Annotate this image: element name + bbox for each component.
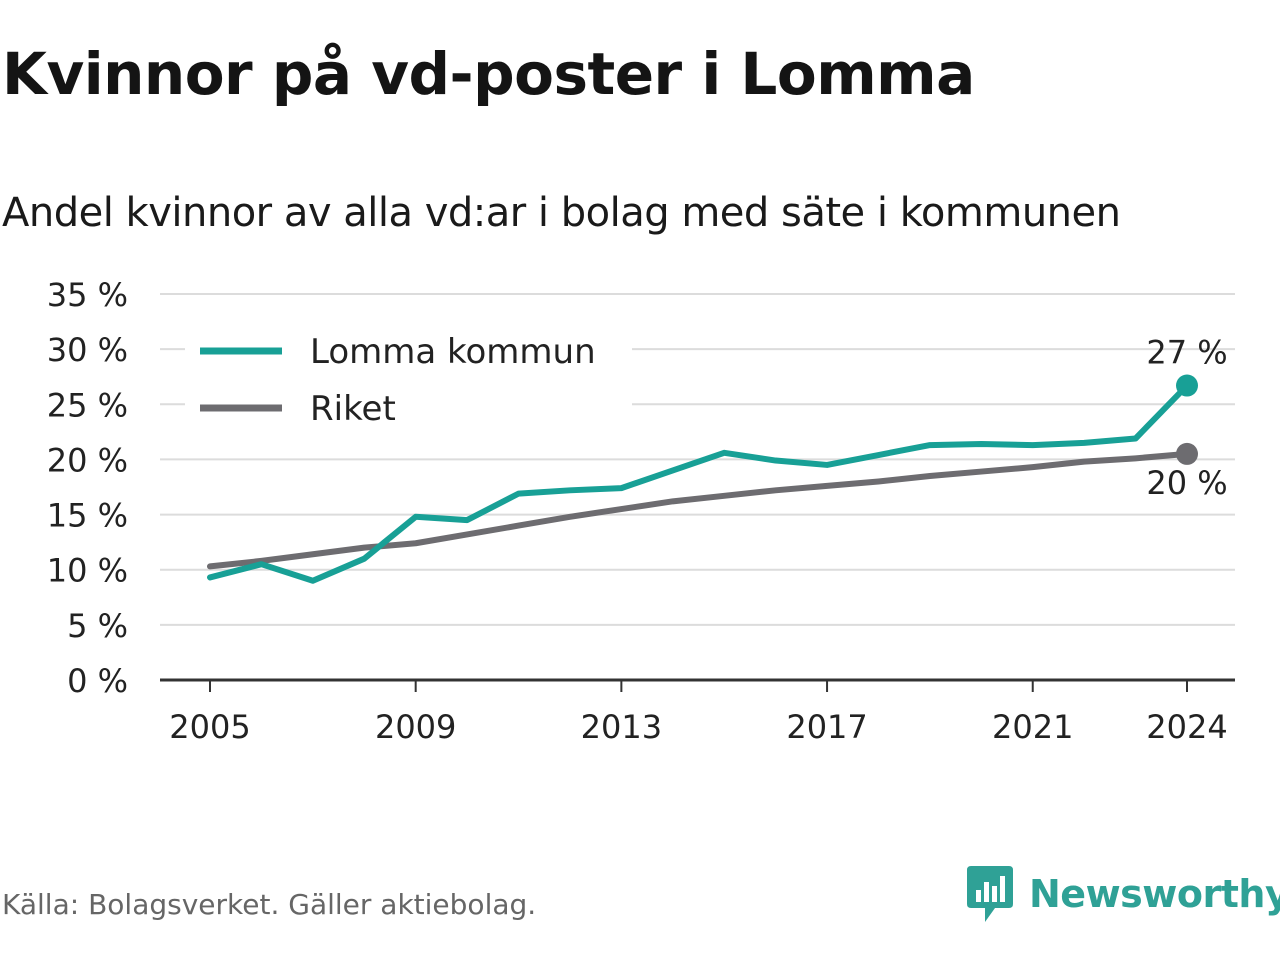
y-tick-label: 5 %: [67, 607, 128, 645]
legend-label: Lomma kommun: [310, 332, 596, 372]
x-tick-label: 2021: [992, 708, 1073, 746]
newsworthy-logo-icon: [967, 866, 1013, 922]
line-chart: 0 %5 %10 %15 %20 %25 %30 %35 % 2005 2009 2…: [47, 276, 1235, 746]
x-axis-ticks: 2005 2009 2013 2017 2021 2024: [169, 680, 1228, 746]
brand-name: Newsworthy: [1029, 872, 1280, 916]
series-end-markers: 27 % 20 %: [1146, 334, 1227, 502]
series-line-lomma-kommun: [207, 382, 1190, 584]
legend-label: Riket: [310, 389, 396, 429]
x-tick-label: 2009: [375, 708, 456, 746]
legend: Lomma kommun Riket: [200, 332, 596, 429]
y-tick-label: 35 %: [47, 276, 128, 314]
source-note: Källa: Bolagsverket. Gäller aktiebolag.: [2, 888, 537, 921]
brand-logo: Newsworthy: [965, 864, 1280, 924]
chart-title: Kvinnor på vd-poster i Lomma: [2, 40, 975, 108]
y-tick-label: 15 %: [47, 497, 128, 535]
series-end-marker: [1176, 442, 1198, 465]
x-tick-label: 2013: [581, 708, 662, 746]
series-lines: [207, 382, 1190, 584]
x-tick-label: 2017: [786, 708, 867, 746]
series-end-label: 27 %: [1146, 334, 1227, 372]
y-tick-label: 10 %: [47, 552, 128, 590]
series-end-marker: [1176, 374, 1198, 397]
y-tick-label: 0 %: [67, 662, 128, 700]
y-tick-label: 20 %: [47, 441, 128, 479]
x-tick-label: 2005: [169, 708, 250, 746]
chart-subtitle: Andel kvinnor av alla vd:ar i bolag med …: [2, 190, 1121, 236]
legend-background: [185, 322, 632, 436]
y-tick-label: 30 %: [47, 331, 128, 369]
y-tick-label: 25 %: [47, 386, 128, 424]
series-end-label: 20 %: [1146, 464, 1227, 502]
y-axis-tick-labels: 0 % 5 % 10 % 15 % 20 % 25 % 30 % 35 %: [47, 276, 128, 700]
series-line-riket: [207, 450, 1190, 570]
x-tick-label: 2024: [1146, 708, 1227, 746]
